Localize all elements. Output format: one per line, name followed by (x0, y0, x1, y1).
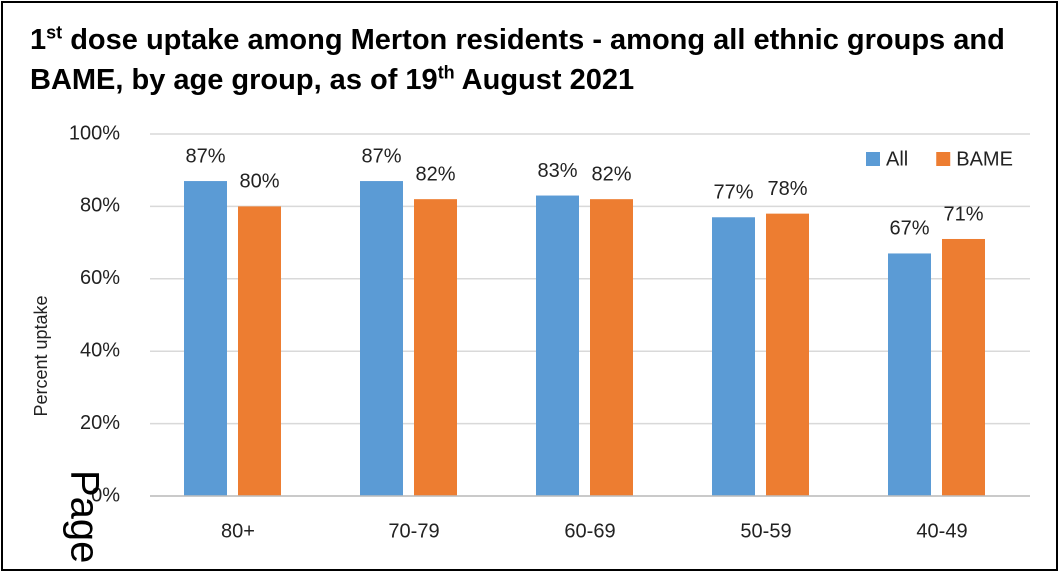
x-tick-label: 80+ (221, 520, 255, 542)
x-tick-label: 60-69 (564, 520, 615, 542)
data-label: 82% (415, 163, 455, 185)
bar (414, 199, 457, 496)
data-label: 77% (713, 182, 753, 204)
y-tick-label: 40% (80, 339, 120, 361)
y-tick-label: 20% (80, 412, 120, 434)
x-tick-label: 50-59 (740, 520, 791, 542)
bar (360, 181, 403, 496)
title-part: dose uptake among Merton residents - amo… (30, 24, 1005, 96)
y-tick-label: 100% (69, 122, 120, 144)
data-label: 80% (239, 171, 279, 193)
data-label: 87% (361, 145, 401, 167)
y-axis-label: Percent uptake (31, 295, 51, 416)
x-tick-label: 70-79 (388, 520, 439, 542)
data-label: 87% (185, 145, 225, 167)
bar (766, 213, 809, 496)
bar (590, 199, 633, 496)
title-part: th (437, 62, 455, 83)
bar (888, 253, 931, 496)
chart-title: 1st dose uptake among Merton residents -… (30, 20, 1020, 100)
bar (536, 195, 579, 497)
data-label: 71% (943, 203, 983, 225)
legend-swatch (936, 152, 951, 166)
y-tick-label: 60% (80, 267, 120, 289)
title-part: August 2021 (454, 64, 635, 96)
y-tick-label: 80% (80, 195, 120, 217)
title-part: st (46, 22, 63, 43)
data-label: 67% (889, 218, 929, 240)
bar (238, 206, 281, 496)
bar (712, 217, 755, 496)
data-label: 82% (591, 163, 631, 185)
bar (942, 238, 985, 497)
title-part: 1 (30, 24, 47, 56)
bar (184, 181, 227, 496)
data-label: 83% (537, 160, 577, 182)
x-tick-label: 40-49 (916, 520, 967, 542)
legend-label: BAME (956, 148, 1013, 170)
y-tick-label: 0% (91, 484, 120, 506)
legend-label: All (886, 148, 908, 170)
data-label: 78% (767, 178, 807, 200)
legend-swatch (866, 152, 880, 166)
watermark: Page (62, 470, 106, 563)
